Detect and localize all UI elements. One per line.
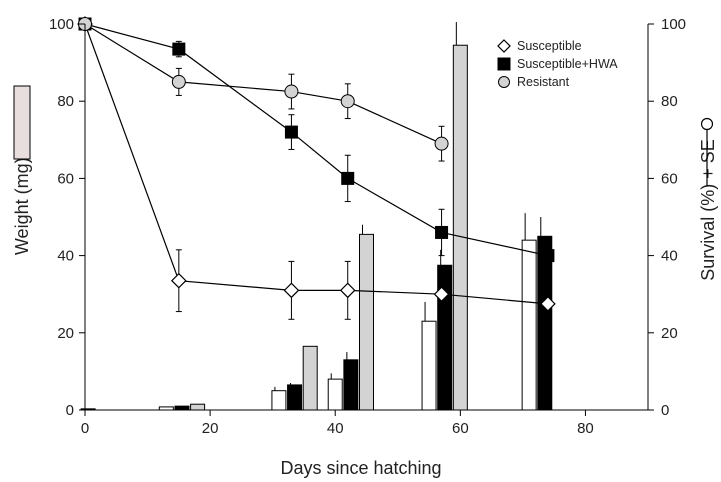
survival-line-resistant	[84, 23, 442, 145]
y-left-tick-label-2: 40	[57, 248, 74, 265]
survival-line-susceptible-hwa	[84, 23, 549, 257]
y-left-tick-label-0: 0	[66, 402, 74, 419]
survival-point-susceptible-hwa-5	[541, 249, 555, 263]
bar-susceptible-hwa-4	[437, 264, 453, 411]
y-right-tick-label-0: 0	[661, 402, 669, 419]
survival-point-susceptible-hwa-2	[284, 125, 298, 139]
y-right-tick-label-4: 80	[661, 93, 678, 110]
bar-susceptible-hwa-2	[287, 384, 303, 411]
x-tick-label-2: 40	[327, 420, 344, 437]
bar-susceptible-4	[521, 239, 537, 411]
plot-area	[77, 16, 556, 411]
x-tick-label-4: 80	[577, 420, 594, 437]
x-tick-label-0: 0	[81, 420, 89, 437]
legend-label-susceptible: Susceptible	[517, 39, 582, 53]
survival-point-susceptible-hwa-3	[341, 171, 355, 185]
y-right-tick-label-5: 100	[661, 16, 686, 33]
bar-susceptible-1	[271, 390, 287, 411]
survival-line-susceptible	[84, 23, 548, 305]
survival-point-susceptible-4	[433, 286, 450, 303]
survival-point-resistant-1	[171, 74, 186, 89]
y-axis-left: 0 20 40 60 80 100	[49, 16, 86, 419]
bar-resistant-2	[359, 233, 374, 411]
legend-label-susceptible-hwa: Susceptible+HWA	[517, 57, 618, 71]
survival-point-resistant-3	[340, 94, 355, 109]
square-marker-icon	[497, 57, 511, 71]
legend-item-resistant: Resistant	[498, 75, 570, 89]
bar-susceptible-hwa-5	[537, 235, 553, 411]
diamond-marker-icon	[497, 39, 511, 53]
y-right-tick-label-3: 60	[661, 170, 678, 187]
circle-marker-icon	[498, 76, 510, 88]
survival-point-susceptible-5	[540, 296, 556, 312]
survival-point-susceptible-hwa-1	[172, 42, 186, 56]
y-right-tick-label-2: 40	[661, 248, 678, 265]
y-left-tick-label-1: 20	[57, 325, 74, 342]
bar-resistant-0	[190, 403, 206, 411]
y-axis-right: 0 20 40 60 80 100	[647, 16, 686, 419]
survival-point-susceptible-hwa-4	[435, 225, 449, 239]
legend: Susceptible Susceptible+HWA Resistant	[497, 39, 618, 89]
x-axis: 0 20 40 60 80	[81, 409, 648, 437]
legend-item-susceptible: Susceptible	[497, 39, 582, 53]
bar-susceptible-2	[327, 378, 343, 411]
y-right-tick-label-1: 20	[661, 325, 678, 342]
y-left-tick-label-4: 80	[57, 93, 74, 110]
survival-key-glyph	[700, 117, 714, 186]
y-axis-right-label: Survival (%) + SE	[698, 139, 718, 281]
legend-label-resistant: Resistant	[517, 75, 570, 89]
survival-point-susceptible-1	[170, 272, 187, 289]
survival-point-susceptible-3	[339, 282, 356, 299]
x-axis-label: Days since hatching	[280, 458, 441, 478]
survival-point-resistant-4	[434, 136, 449, 151]
bar-susceptible-3	[421, 320, 437, 411]
y-left-tick-label-5: 100	[49, 16, 74, 33]
x-tick-label-1: 20	[202, 420, 219, 437]
bar-susceptible-hwa-3	[343, 359, 359, 411]
y-left-tick-label-3: 60	[57, 170, 74, 187]
bar-resistant-3	[452, 44, 468, 411]
bar-susceptible-hwa-1	[174, 405, 190, 411]
legend-item-susceptible-hwa: Susceptible+HWA	[497, 57, 618, 71]
weight-key-swatch	[13, 85, 31, 160]
x-tick-label-3: 60	[452, 420, 469, 437]
survival-point-susceptible-2	[283, 282, 300, 299]
bar-resistant-1	[302, 345, 318, 411]
survival-point-resistant-2	[284, 84, 299, 99]
